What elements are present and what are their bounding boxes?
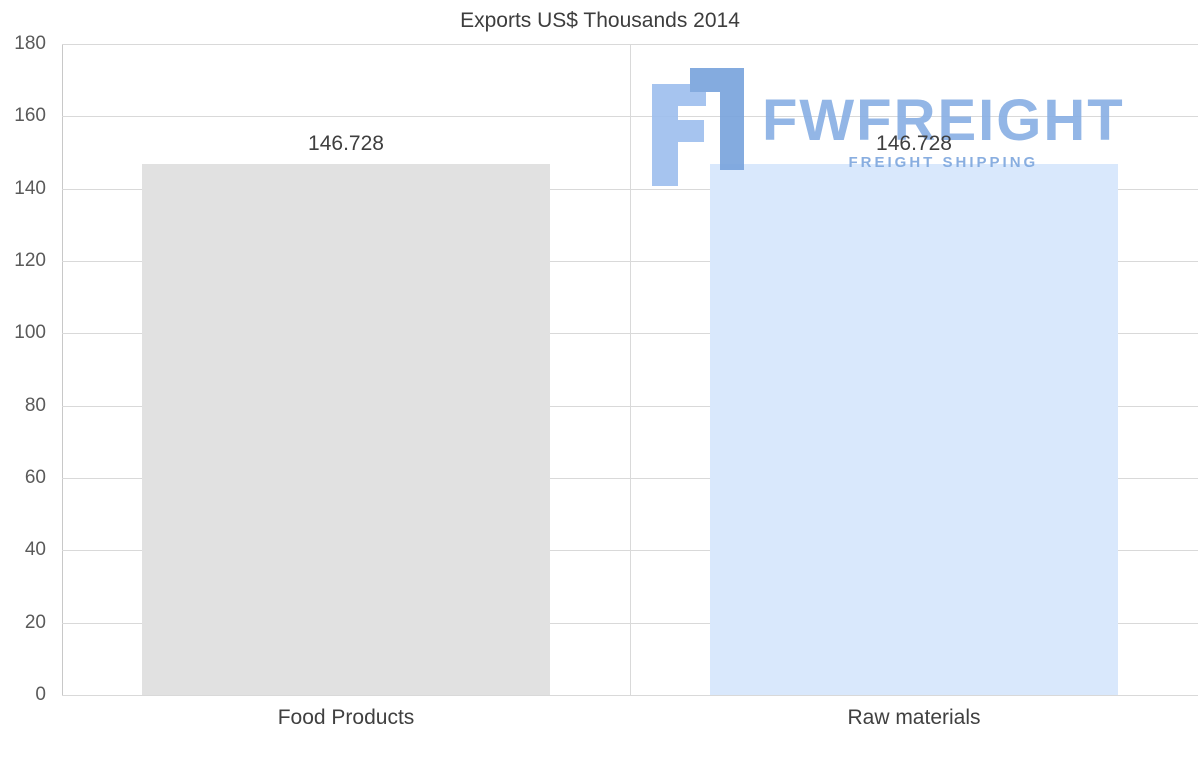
y-axis: 0 20 40 60 80 100 120 140 160 180 bbox=[0, 0, 46, 763]
bar-value-label-food-products: 146.728 bbox=[308, 132, 384, 156]
y-tick-label: 180 bbox=[14, 33, 46, 54]
x-axis: Food Products Raw materials bbox=[62, 706, 1198, 730]
bar-value-label-raw-materials: 146.728 bbox=[876, 132, 952, 156]
y-tick-label: 120 bbox=[14, 250, 46, 271]
y-tick-label: 160 bbox=[14, 105, 46, 127]
y-tick-label: 100 bbox=[14, 322, 46, 344]
y-tick-label: 60 bbox=[24, 467, 46, 488]
bar-food-products[interactable] bbox=[142, 164, 550, 695]
bar-raw-materials[interactable] bbox=[710, 164, 1118, 695]
y-tick-label: 20 bbox=[24, 611, 46, 633]
y-axis-line bbox=[62, 44, 63, 695]
y-tick-label: 140 bbox=[14, 177, 46, 199]
y-tick-label: 40 bbox=[24, 539, 46, 561]
gridline bbox=[62, 695, 1198, 696]
x-label-food-products: Food Products bbox=[277, 706, 415, 729]
y-tick-label: 80 bbox=[24, 394, 46, 416]
y-tick-label: 0 bbox=[35, 684, 46, 705]
chart-title: Exports US$ Thousands 2014 bbox=[460, 9, 740, 32]
x-label-raw-materials: Raw materials bbox=[847, 706, 981, 729]
plot-area: 146.728 146.728 bbox=[62, 44, 1198, 696]
vertical-gridline bbox=[630, 44, 631, 695]
